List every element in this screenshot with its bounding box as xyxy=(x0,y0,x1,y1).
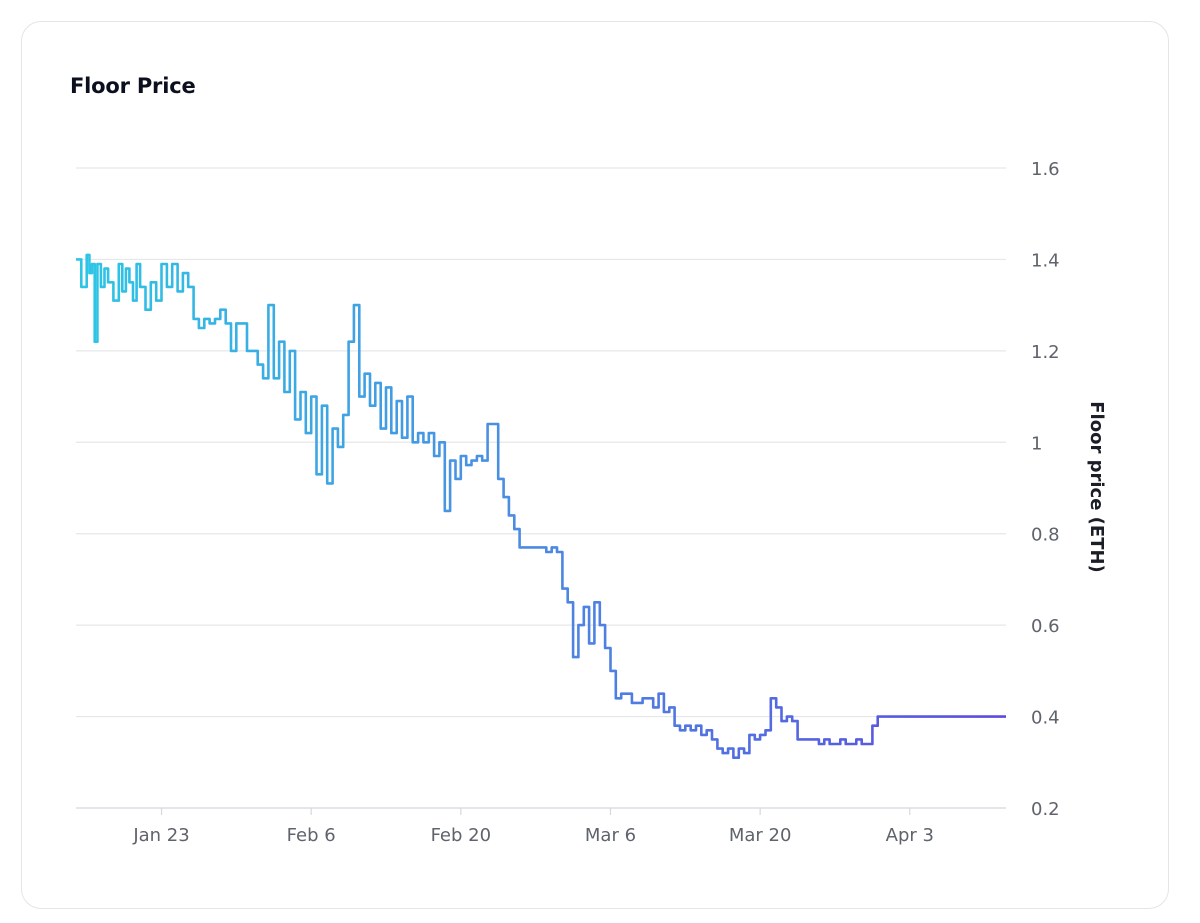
x-tick-label: Jan 23 xyxy=(132,825,189,846)
y-axis-title: Floor price (ETH) xyxy=(1086,401,1107,573)
y-tick-label: 1 xyxy=(1031,433,1042,454)
floor-price-series-line xyxy=(76,253,1006,759)
x-tick-label: Apr 3 xyxy=(886,825,934,846)
y-tick-label: 1.2 xyxy=(1031,342,1060,363)
y-tick-label: 0.2 xyxy=(1031,799,1060,820)
x-tick-label: Mar 20 xyxy=(729,825,792,846)
x-tick-labels: Jan 23 Feb 6 Feb 20 Mar 6 Mar 20 Apr 3 xyxy=(132,825,934,846)
x-tick-marks xyxy=(160,808,911,815)
y-tick-label: 0.8 xyxy=(1031,525,1060,546)
chart-card xyxy=(21,21,1169,909)
x-tick-label: Feb 20 xyxy=(431,825,492,846)
chart-title: Floor Price xyxy=(70,74,196,98)
grid-lines xyxy=(76,167,1006,809)
y-tick-label: 1.6 xyxy=(1031,159,1060,180)
y-tick-label: 0.4 xyxy=(1031,708,1060,729)
y-tick-label: 0.6 xyxy=(1031,616,1060,637)
x-tick-label: Feb 6 xyxy=(287,825,336,846)
y-tick-label: 1.4 xyxy=(1031,250,1060,271)
x-tick-label: Mar 6 xyxy=(585,825,636,846)
y-tick-labels: 1.6 1.4 1.2 1 0.8 0.6 0.4 0.2 xyxy=(1031,159,1060,820)
